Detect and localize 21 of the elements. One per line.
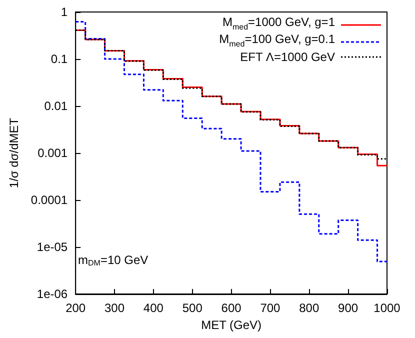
x-tick-label: 600 — [221, 301, 242, 315]
x-tick-label: 200 — [66, 301, 86, 315]
y-tick-label: 1e-06 — [36, 287, 68, 301]
x-tick-label: 1000 — [374, 301, 401, 315]
y-tick-label: 0.1 — [50, 52, 68, 66]
x-tick-label: 800 — [299, 301, 320, 315]
y-tick-label: 0.01 — [44, 99, 68, 113]
x-tick-label: 700 — [260, 301, 281, 315]
y-tick-label: 0.0001 — [30, 193, 68, 207]
y-tick-label: 0.001 — [38, 146, 68, 160]
legend-label: M$_{med}$=100 GeV, g=0.1 — [219, 32, 335, 51]
x-tick-label: 500 — [182, 301, 203, 315]
x-tick-label: 900 — [338, 301, 358, 315]
legend-label: M$_{med}$=1000 GeV, g=1 — [222, 15, 335, 34]
y-axis-title: 1/σ dσ/dMET — [7, 117, 21, 188]
x-axis-title: MET (GeV) — [201, 318, 262, 332]
y-tick-label: 1 — [60, 5, 68, 19]
y-tick-label: 1e-05 — [36, 240, 68, 254]
legend-label: EFT Λ=1000 GeV — [240, 50, 335, 64]
x-tick-label: 300 — [104, 301, 125, 315]
x-tick-label: 400 — [143, 301, 164, 315]
